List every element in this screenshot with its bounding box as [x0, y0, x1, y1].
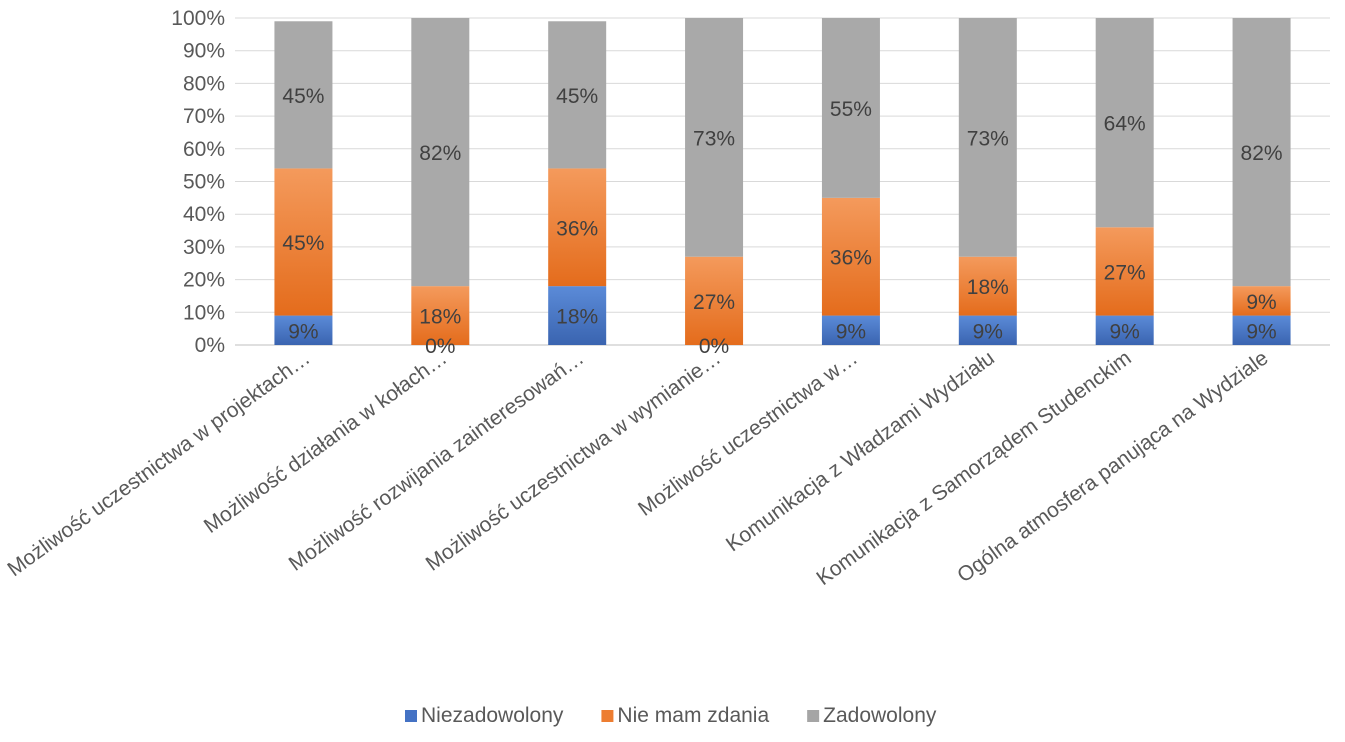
bar-segment-niezadowolony	[274, 315, 333, 345]
y-tick-label: 10%	[183, 301, 225, 324]
bar-segment-nie-mam-zdania	[958, 256, 1017, 316]
x-category-label: Ogólna atmosfera panująca na Wydziale	[953, 346, 1272, 587]
bar-segment-nie-mam-zdania	[685, 256, 744, 345]
y-tick-label: 70%	[183, 105, 225, 128]
legend-label: Zadowolony	[823, 704, 937, 727]
data-label: 45%	[556, 85, 598, 108]
bars	[274, 18, 1291, 345]
data-label: 64%	[1104, 113, 1146, 136]
bar-segment-zadowolony	[548, 21, 607, 169]
y-tick-label: 60%	[183, 138, 225, 161]
y-tick-label: 30%	[183, 236, 225, 259]
y-tick-label: 40%	[183, 203, 225, 226]
y-tick-label: 90%	[183, 40, 225, 63]
bar-segment-niezadowolony	[958, 315, 1017, 345]
y-axis-tick-labels: 0% 10% 20% 30% 40% 50% 60% 70% 80% 90% 100%	[171, 7, 225, 357]
x-category-label: Możliwość uczestnictwa w projektach…	[3, 346, 314, 581]
data-label: 27%	[1104, 261, 1146, 284]
data-label: 9%	[288, 320, 318, 343]
x-category-label: Możliwość uczestnictwa w…	[634, 346, 862, 520]
y-tick-label: 50%	[183, 171, 225, 194]
data-label: 45%	[282, 85, 324, 108]
y-tick-label: 100%	[171, 7, 225, 30]
bar-segment-nie-mam-zdania	[821, 197, 880, 316]
bar-segment-zadowolony	[411, 18, 470, 287]
data-label: 73%	[693, 127, 735, 150]
data-label: 55%	[830, 98, 872, 121]
data-label: 0%	[699, 335, 729, 358]
bar-segment-niezadowolony	[821, 315, 880, 345]
y-tick-label: 20%	[183, 269, 225, 292]
bar-segment-niezadowolony	[548, 286, 607, 345]
bar-segment-zadowolony	[274, 21, 333, 169]
data-label: 9%	[1246, 291, 1276, 314]
legend-swatch	[807, 710, 820, 722]
y-tick-label: 0%	[195, 334, 225, 357]
data-label: 18%	[967, 276, 1009, 299]
bar-segment-nie-mam-zdania	[548, 168, 607, 287]
data-label: 36%	[556, 217, 598, 240]
bar-segment-zadowolony	[1095, 18, 1154, 228]
data-label: 0%	[425, 335, 455, 358]
data-label: 45%	[282, 232, 324, 255]
legend-swatch	[405, 710, 417, 722]
bar-segment-nie-mam-zdania	[411, 286, 470, 345]
data-label: 18%	[556, 306, 598, 329]
x-category-label: Możliwość działania w kołach…	[200, 346, 451, 537]
x-category-label: Możliwość rozwijania zainteresowań…	[285, 346, 588, 575]
data-label: 9%	[836, 320, 866, 343]
x-axis-category-labels: Możliwość uczestnictwa w projektach…Możl…	[3, 346, 1272, 590]
x-category-label: Możliwość uczestnictwa w wymianie…	[422, 346, 725, 575]
bar-segment-zadowolony	[958, 18, 1017, 257]
bar-segment-nie-mam-zdania	[1232, 286, 1291, 316]
gridlines	[235, 17, 1330, 346]
data-label: 36%	[830, 247, 872, 270]
data-label: 82%	[1241, 142, 1283, 165]
data-label: 73%	[967, 127, 1009, 150]
bar-segment-zadowolony	[685, 18, 744, 257]
legend: Niezadowolony Nie mam zdania Zadowolony	[405, 704, 937, 727]
data-label: 82%	[419, 142, 461, 165]
bar-segment-nie-mam-zdania	[274, 168, 333, 316]
x-category-label: Komunikacja z Władzami Wydziału	[722, 346, 999, 556]
data-labels: 9% 45% 45% 0% 18% 82% 18% 36% 45% 0% 27% 73% 9% 36% 55…	[282, 85, 1282, 358]
data-label: 18%	[419, 306, 461, 329]
bar-segment-niezadowolony	[1095, 315, 1154, 345]
data-label: 27%	[693, 291, 735, 314]
data-label: 9%	[1110, 320, 1140, 343]
legend-label: Nie mam zdania	[617, 704, 769, 727]
y-tick-label: 80%	[183, 72, 225, 95]
bar-segment-nie-mam-zdania	[1095, 227, 1154, 316]
data-label: 9%	[1246, 320, 1276, 343]
bar-segment-zadowolony	[1232, 18, 1291, 287]
bar-segment-zadowolony	[821, 18, 880, 198]
legend-label: Niezadowolony	[421, 704, 564, 727]
legend-swatch	[601, 710, 614, 722]
data-label: 9%	[973, 320, 1003, 343]
bar-segment-niezadowolony	[1232, 315, 1291, 345]
